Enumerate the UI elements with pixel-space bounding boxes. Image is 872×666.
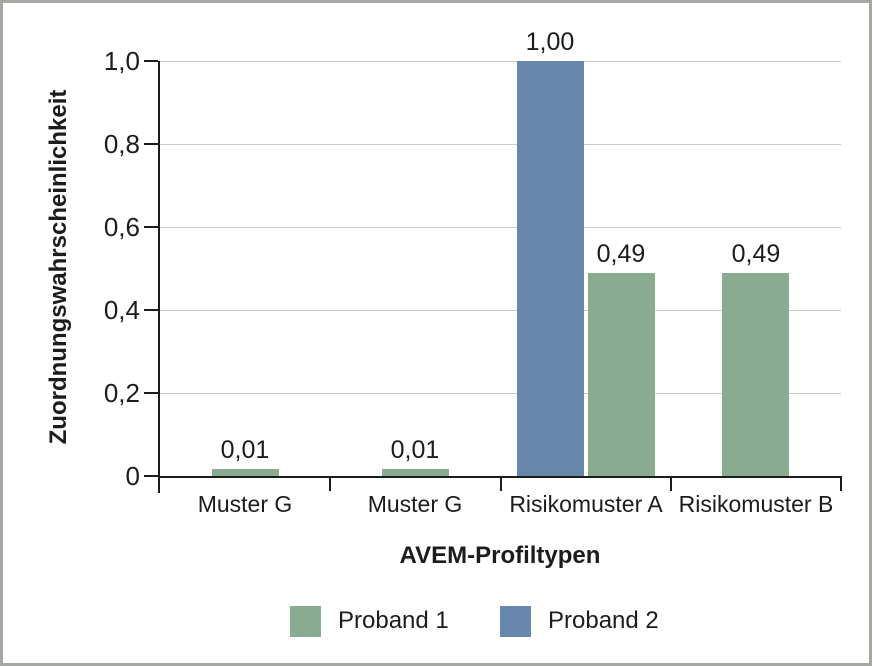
legend-item: Proband 1	[290, 605, 449, 637]
legend-label: Proband 1	[338, 607, 449, 634]
x-axis-title: AVEM-Profiltypen	[399, 542, 601, 569]
y-tick	[144, 60, 158, 62]
y-tick-label: 0,8	[103, 129, 140, 159]
bar-value-label: 0,49	[731, 240, 781, 268]
legend-swatch-proband-1	[290, 605, 321, 637]
x-category-label: Muster G	[197, 491, 293, 517]
x-category-label: Risikomuster A	[509, 491, 663, 517]
y-tick-label: 0,6	[103, 212, 140, 242]
bar-value-label: 0,01	[220, 436, 270, 464]
bar-proband-1	[212, 469, 279, 476]
x-tick	[500, 476, 502, 491]
y-tick	[144, 309, 158, 311]
y-tick-label: 0,2	[103, 378, 140, 408]
legend-label: Proband 2	[548, 607, 659, 634]
bar-proband-1	[382, 469, 449, 476]
y-axis-title: Zuordnungswahrscheinlichkeit	[45, 89, 72, 445]
bar-value-label: 0,01	[390, 436, 440, 464]
bar-value-label: 0,49	[596, 240, 646, 268]
y-tick-label: 1,0	[103, 46, 140, 76]
gridline	[160, 61, 841, 62]
y-axis-line	[158, 61, 160, 493]
y-tick	[144, 392, 158, 394]
y-tick	[144, 475, 158, 477]
gridline	[160, 144, 841, 145]
y-tick	[144, 226, 158, 228]
y-tick	[144, 143, 158, 145]
y-tick-label: 0	[125, 461, 140, 491]
x-tick	[670, 476, 672, 491]
bar-proband-1	[722, 273, 789, 476]
bar-value-label: 1,00	[525, 28, 575, 56]
gridline	[160, 310, 841, 311]
legend-swatch-proband-2	[500, 605, 531, 637]
x-axis-line	[158, 476, 841, 478]
x-tick	[840, 476, 842, 491]
x-category-label: Risikomuster B	[678, 491, 834, 517]
bar-proband-1	[588, 273, 655, 476]
y-tick-label: 0,4	[103, 295, 140, 325]
gridline	[160, 393, 841, 394]
x-category-label: Muster G	[367, 491, 463, 517]
bar-proband-2	[517, 61, 584, 476]
x-tick	[329, 476, 331, 491]
legend-item: Proband 2	[500, 605, 659, 637]
gridline	[160, 227, 841, 228]
